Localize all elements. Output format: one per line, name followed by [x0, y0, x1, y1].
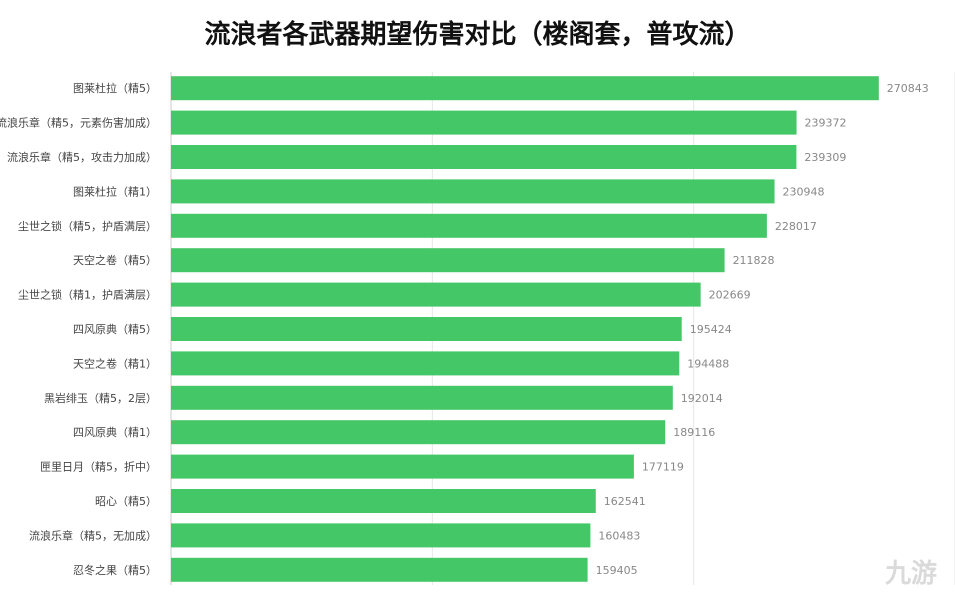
bar — [171, 179, 775, 204]
category-label: 四风原典（精1） — [73, 425, 157, 439]
data-label: 270843 — [887, 82, 929, 95]
data-label: 192014 — [681, 392, 723, 405]
data-label: 228017 — [775, 220, 817, 233]
data-label: 162541 — [604, 495, 646, 508]
data-label: 159405 — [596, 564, 638, 577]
data-label: 189116 — [673, 426, 715, 439]
bar — [171, 351, 680, 376]
category-label: 流浪乐章（精5，无加成） — [29, 528, 157, 542]
category-label: 流浪乐章（精5，元素伤害加成） — [0, 116, 157, 130]
bar — [171, 110, 797, 135]
category-label: 匣里日月（精5，折中） — [40, 460, 157, 474]
bar — [171, 454, 634, 479]
bar — [171, 213, 767, 238]
bar — [171, 385, 673, 410]
chart-title: 流浪者各武器期望伤害对比（楼阁套，普攻流） — [204, 20, 751, 50]
category-label: 天空之卷（精5） — [73, 253, 157, 267]
watermark-text: 九游 — [884, 559, 937, 589]
data-label: 239372 — [805, 117, 847, 130]
category-label: 尘世之锁（精1，护盾满层） — [18, 288, 157, 302]
data-label: 160483 — [598, 529, 640, 542]
bar — [171, 145, 797, 169]
bar — [171, 248, 725, 273]
category-label: 流浪乐章（精5，攻击力加成） — [7, 150, 157, 164]
bar — [171, 420, 666, 445]
bar — [171, 317, 682, 341]
bar — [171, 523, 591, 548]
bar — [171, 282, 701, 307]
category-label: 图莱杜拉（精1） — [73, 184, 157, 198]
category-label: 图莱杜拉（精5） — [73, 81, 157, 95]
bar — [171, 489, 596, 513]
data-label: 177119 — [642, 461, 684, 474]
category-label: 尘世之锁（精5，护盾满层） — [18, 219, 157, 233]
category-label: 黑岩绯玉（精5，2层） — [44, 391, 157, 405]
bar — [171, 76, 879, 101]
data-label: 230948 — [783, 185, 825, 198]
data-label: 194488 — [687, 357, 729, 370]
category-label: 天空之卷（精1） — [73, 356, 157, 370]
data-label: 202669 — [709, 289, 751, 302]
data-label: 239309 — [804, 151, 846, 164]
category-label: 昭心（精5） — [95, 495, 157, 508]
bar — [171, 557, 588, 582]
category-label: 四风原典（精5） — [73, 322, 157, 336]
data-label: 195424 — [690, 323, 732, 336]
data-label: 211828 — [733, 254, 775, 267]
category-label: 忍冬之果（精5） — [73, 563, 157, 577]
